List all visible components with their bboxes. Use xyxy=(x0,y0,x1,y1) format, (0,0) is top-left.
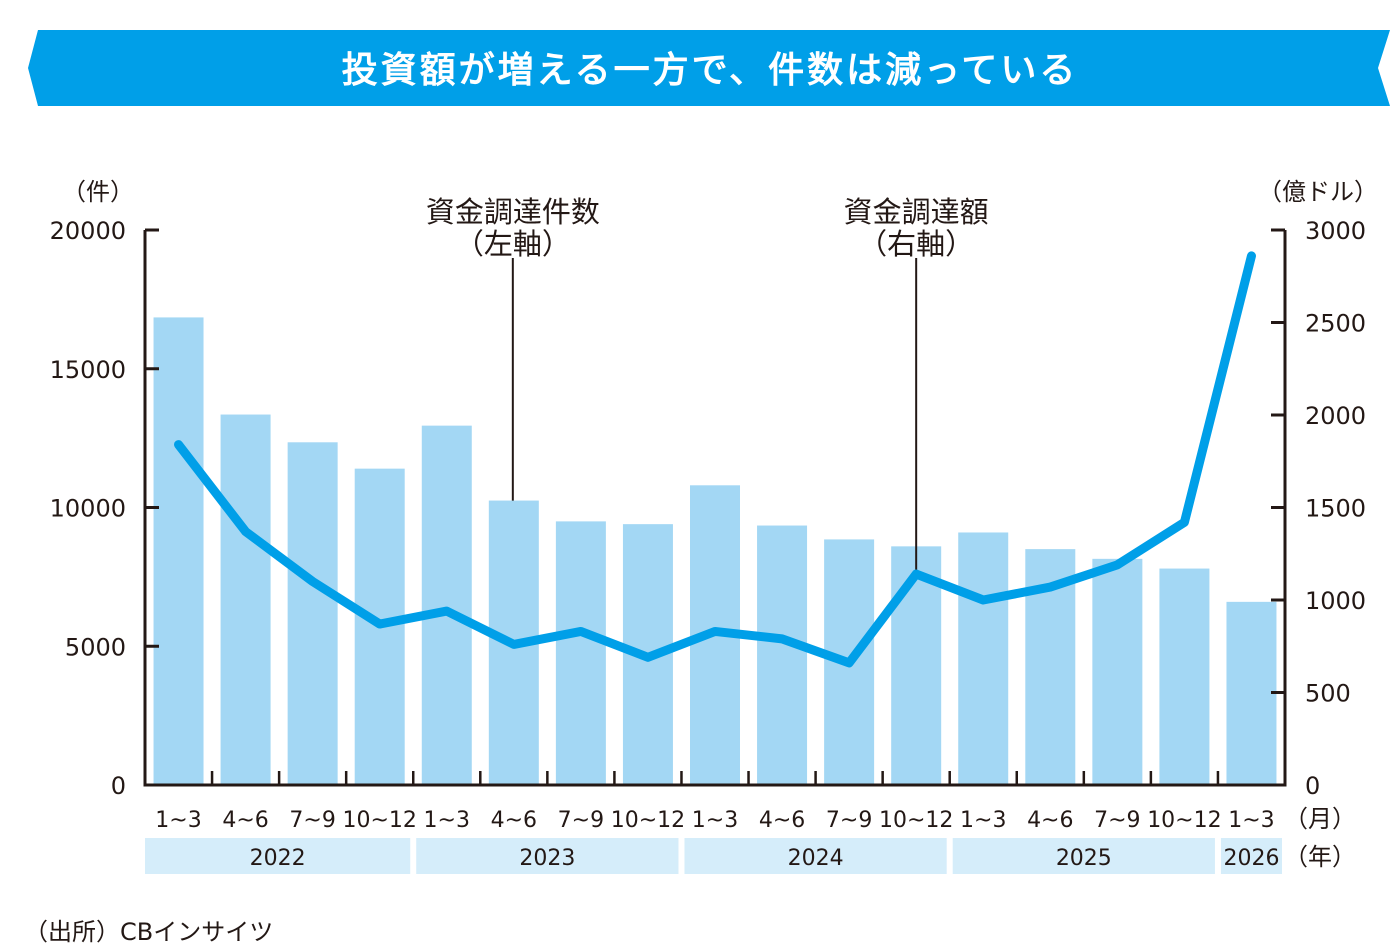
bar-9 xyxy=(757,525,808,785)
right-tick-label-5: 2500 xyxy=(1305,310,1366,338)
bar-6 xyxy=(555,521,606,785)
bar-4 xyxy=(421,425,472,785)
labels-layer: 0 5000 10000 15000 20000 0 500 1000 1500 2000 2500… xyxy=(50,217,1366,874)
left-tick-label-3: 15000 xyxy=(50,356,126,384)
annotation-sublabel-0: （左軸） xyxy=(455,227,571,261)
annotation-sublabel-1: （右軸） xyxy=(858,227,974,261)
left-tick-label-4: 20000 xyxy=(50,217,126,245)
month-unit-label: （月） xyxy=(1284,805,1356,833)
source-note: （出所）CBインサイツ xyxy=(24,918,273,945)
right-tick-label-0: 0 xyxy=(1305,772,1320,800)
left-axis-unit: （件） xyxy=(62,178,134,206)
year-band-2025 xyxy=(952,838,1215,874)
bar-14 xyxy=(1092,558,1143,785)
x-tick-label-3: 10~12 xyxy=(342,808,416,833)
bar-12 xyxy=(958,532,1009,785)
year-label-2026: 2026 xyxy=(1223,846,1279,871)
year-label-2025: 2025 xyxy=(1056,846,1112,871)
bar-2 xyxy=(287,442,338,785)
right-axis-unit: （億ドル） xyxy=(1258,178,1378,206)
x-tick-label-14: 7~9 xyxy=(1094,808,1140,833)
annotation-label-0: 資金調達件数 xyxy=(426,195,600,229)
year-band-2022 xyxy=(145,838,411,874)
year-band-2024 xyxy=(684,838,947,874)
right-tick-label-3: 1500 xyxy=(1305,495,1366,523)
bars-layer xyxy=(153,317,1277,785)
bar-1 xyxy=(220,414,271,785)
year-unit-label: （年） xyxy=(1284,843,1356,871)
right-tick-label-2: 1000 xyxy=(1305,587,1366,615)
left-tick-label-2: 10000 xyxy=(50,495,126,523)
x-tick-label-5: 4~6 xyxy=(491,808,537,833)
x-tick-label-15: 10~12 xyxy=(1147,808,1221,833)
funding-amount-line xyxy=(174,251,1256,668)
bar-16 xyxy=(1226,601,1277,785)
x-tick-label-9: 4~6 xyxy=(759,808,805,833)
x-tick-label-0: 1~3 xyxy=(155,808,201,833)
bar-11 xyxy=(891,546,942,785)
year-band-2026 xyxy=(1220,838,1282,874)
chart-title: 投資額が増える一方で、件数は減っている xyxy=(342,50,1079,91)
year-label-2023: 2023 xyxy=(519,846,575,871)
x-tick-label-10: 7~9 xyxy=(826,808,872,833)
right-tick-label-1: 500 xyxy=(1305,680,1351,708)
x-tick-label-2: 7~9 xyxy=(289,808,335,833)
x-tick-label-12: 1~3 xyxy=(960,808,1006,833)
x-tick-label-7: 10~12 xyxy=(611,808,685,833)
x-tick-label-11: 10~12 xyxy=(879,808,953,833)
annotations-layer: 資金調達件数（左軸） 資金調達額（右軸） xyxy=(426,195,989,575)
x-tick-label-13: 4~6 xyxy=(1027,808,1073,833)
left-tick-label-1: 5000 xyxy=(65,633,126,661)
bar-15 xyxy=(1159,568,1210,785)
left-tick-label-0: 0 xyxy=(111,772,126,800)
x-tick-label-4: 1~3 xyxy=(424,808,470,833)
x-tick-label-1: 4~6 xyxy=(222,808,268,833)
right-tick-label-4: 2000 xyxy=(1305,402,1366,430)
x-tick-label-6: 7~9 xyxy=(558,808,604,833)
year-label-2024: 2024 xyxy=(788,846,844,871)
x-tick-label-8: 1~3 xyxy=(692,808,738,833)
title-banner xyxy=(28,30,1390,106)
right-tick-label-6: 3000 xyxy=(1305,217,1366,245)
year-band-2023 xyxy=(416,838,679,874)
line-layer xyxy=(174,251,1256,668)
year-label-2022: 2022 xyxy=(250,846,306,871)
axes-layer xyxy=(143,228,1287,787)
bar-0 xyxy=(153,317,204,785)
annotation-label-1: 資金調達額 xyxy=(844,195,989,229)
x-tick-label-16: 1~3 xyxy=(1228,808,1274,833)
